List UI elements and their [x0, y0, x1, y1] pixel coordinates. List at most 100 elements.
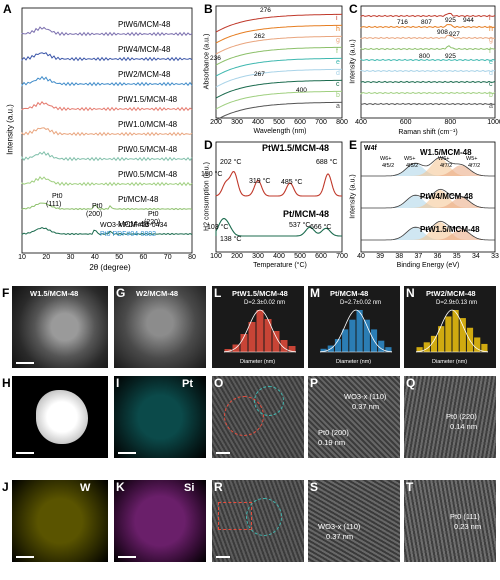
hist-N-bar-4: [445, 316, 452, 352]
xrd-series-label-1: PtW4/MCM-48: [118, 45, 171, 54]
xrd-peak-label-2: Pt0: [92, 203, 103, 210]
hrtem-image-q: [404, 376, 496, 458]
xps-envelope-1: [361, 188, 495, 209]
xps-trace-label-2: PtW1.5/MCM-48: [420, 225, 480, 234]
panel-label-r: R: [214, 480, 223, 494]
uvvis-curve-2: [215, 35, 343, 55]
xps-component-2-1: [361, 222, 495, 240]
scale-bar-j: [16, 556, 34, 558]
haadf-image-f: [12, 286, 108, 368]
xrd-x-tick-5: 60: [139, 254, 148, 261]
xrd-series-label-8: MCM-48: [118, 220, 149, 229]
hist-L-fit: [223, 309, 297, 353]
caption-p-3: Pt0 (200): [318, 428, 349, 437]
uvvis-curve-label-5: d: [336, 70, 340, 77]
xps-envelope-2: [361, 220, 495, 241]
caption-s-2: 0.37 nm: [326, 532, 354, 541]
xrd-ref-pt: Pt0 PDF#04-0802: [100, 231, 157, 238]
uvvis-curve-4: [215, 57, 343, 77]
histogram-image-n: [404, 286, 496, 368]
hist-L-bar-3: [248, 322, 256, 352]
tpr-x-tick-6: 700: [336, 253, 348, 260]
hist-L-bar-8: [288, 346, 296, 352]
xrd-curve-3: [21, 100, 193, 112]
tpr-peak-pt-0: 103 °C: [207, 224, 229, 231]
uvvis-curve-label-6: c: [336, 81, 340, 88]
raman-x-tick-2: 800: [444, 119, 457, 126]
tpr-peak-ptw-2: 319 °C: [249, 178, 271, 185]
raman-curve-label-3: f: [489, 48, 491, 55]
caption-l: PtW1.5/MCM-48: [232, 289, 288, 298]
raman-curve-1: [360, 24, 496, 29]
xrd-x-tick-6: 70: [163, 254, 172, 261]
panel-label-t: T: [406, 480, 414, 494]
xrd-x-tick-0: 10: [18, 254, 26, 261]
xps-x-tick-3: 37: [414, 253, 423, 260]
raman-annotation-3: 944: [463, 17, 474, 24]
raman-curve-4: [360, 58, 496, 62]
xps-y-label: Intensity (a.u.): [349, 174, 357, 219]
xrd-series-label-6: PtW0.5/MCM-48: [118, 170, 178, 179]
uvvis-annotation-2: 236: [210, 55, 221, 62]
caption-j: W: [80, 482, 91, 494]
xrd-curve-2: [21, 75, 193, 87]
xrd-x-tick-1: 20: [42, 254, 51, 261]
hist-M-bar-9: [385, 347, 392, 352]
raman-curve-label-7: b: [489, 92, 493, 99]
raman-annotation-5: 927: [449, 31, 460, 38]
raman-curve-0: [360, 12, 496, 18]
hrtem-image-o: [212, 376, 304, 458]
hist-L-bar-0: [224, 349, 232, 352]
xrd-series-label-4: PtW1.0/MCM-48: [118, 120, 178, 129]
raman-x-label: Raman shift (cm⁻¹): [398, 129, 458, 136]
hist-M-bar-5: [356, 310, 363, 352]
xps-state-label-1: 4f5/2: [382, 163, 395, 169]
xps-state-label-0: W6+: [380, 156, 392, 162]
xps-trace-label-0: W1.5/MCM-48: [420, 148, 472, 157]
xlab-n: Diameter (nm): [432, 359, 468, 365]
tpr-peak-pt-3: 666 °C: [310, 224, 332, 231]
xps-x-label: Binding Energy (eV): [396, 262, 460, 269]
hist-N-bar-8: [474, 337, 481, 352]
hrtem-image-p: [308, 376, 400, 458]
caption-i: Pt: [182, 378, 193, 390]
tpr-peak-ptw-1: 202 °C: [220, 159, 242, 166]
xrd-ref-wo3: WO3-x PDF#53-0434: [100, 222, 168, 229]
scale-bar-h: [16, 452, 34, 454]
tpr-peak-ptw-0: 150 °C: [201, 171, 223, 178]
xrd-curve-5: [21, 150, 193, 162]
hist-M-bar-6: [363, 319, 370, 352]
xps-corner-label: W4f: [364, 145, 377, 152]
caption-q-2: 0.14 nm: [450, 422, 478, 431]
stat-l: D=2.3±0.02 nm: [244, 300, 286, 306]
caption-f: W1.5/MCM-48: [30, 289, 79, 298]
hist-M-bar-3: [342, 329, 349, 352]
hist-M-bar-8: [378, 340, 385, 352]
panel-label-o: O: [214, 376, 224, 390]
raman-curve-5: [360, 69, 496, 73]
hrtem-image-s: [308, 480, 400, 562]
panel-label-q: Q: [406, 376, 416, 390]
hist-N-fit: [415, 309, 489, 353]
uvvis-curve-6: [215, 79, 343, 99]
xrd-peak-label-4: Pt0: [148, 211, 159, 218]
raman-annotation-4: 908: [437, 29, 448, 36]
panel-label-i: I: [116, 376, 120, 390]
hist-M-bar-2: [334, 339, 342, 352]
uvvis-curve-label-1: h: [336, 26, 340, 33]
caption-m: Pt/MCM-48: [330, 289, 369, 298]
xrd-series-label-0: PtW6/MCM-48: [118, 20, 171, 29]
uvvis-curve-8: [215, 101, 343, 121]
raman-curve-3: [360, 45, 496, 51]
uvvis-x-tick-0: 200: [210, 119, 222, 126]
hist-M-bar-4: [349, 319, 356, 352]
uvvis-curve-label-0: i: [336, 15, 338, 22]
uvvis-annotation-1: 262: [254, 33, 265, 40]
eds-map-pt: [114, 376, 206, 458]
raman-x-tick-1: 600: [399, 119, 412, 126]
eds-map-w: [12, 480, 108, 562]
xrd-x-tick-3: 40: [90, 254, 99, 261]
uvvis-curve-label-7: b: [336, 92, 340, 99]
raman-x-tick-0: 400: [355, 119, 367, 126]
scale-bar-o: [216, 452, 230, 454]
